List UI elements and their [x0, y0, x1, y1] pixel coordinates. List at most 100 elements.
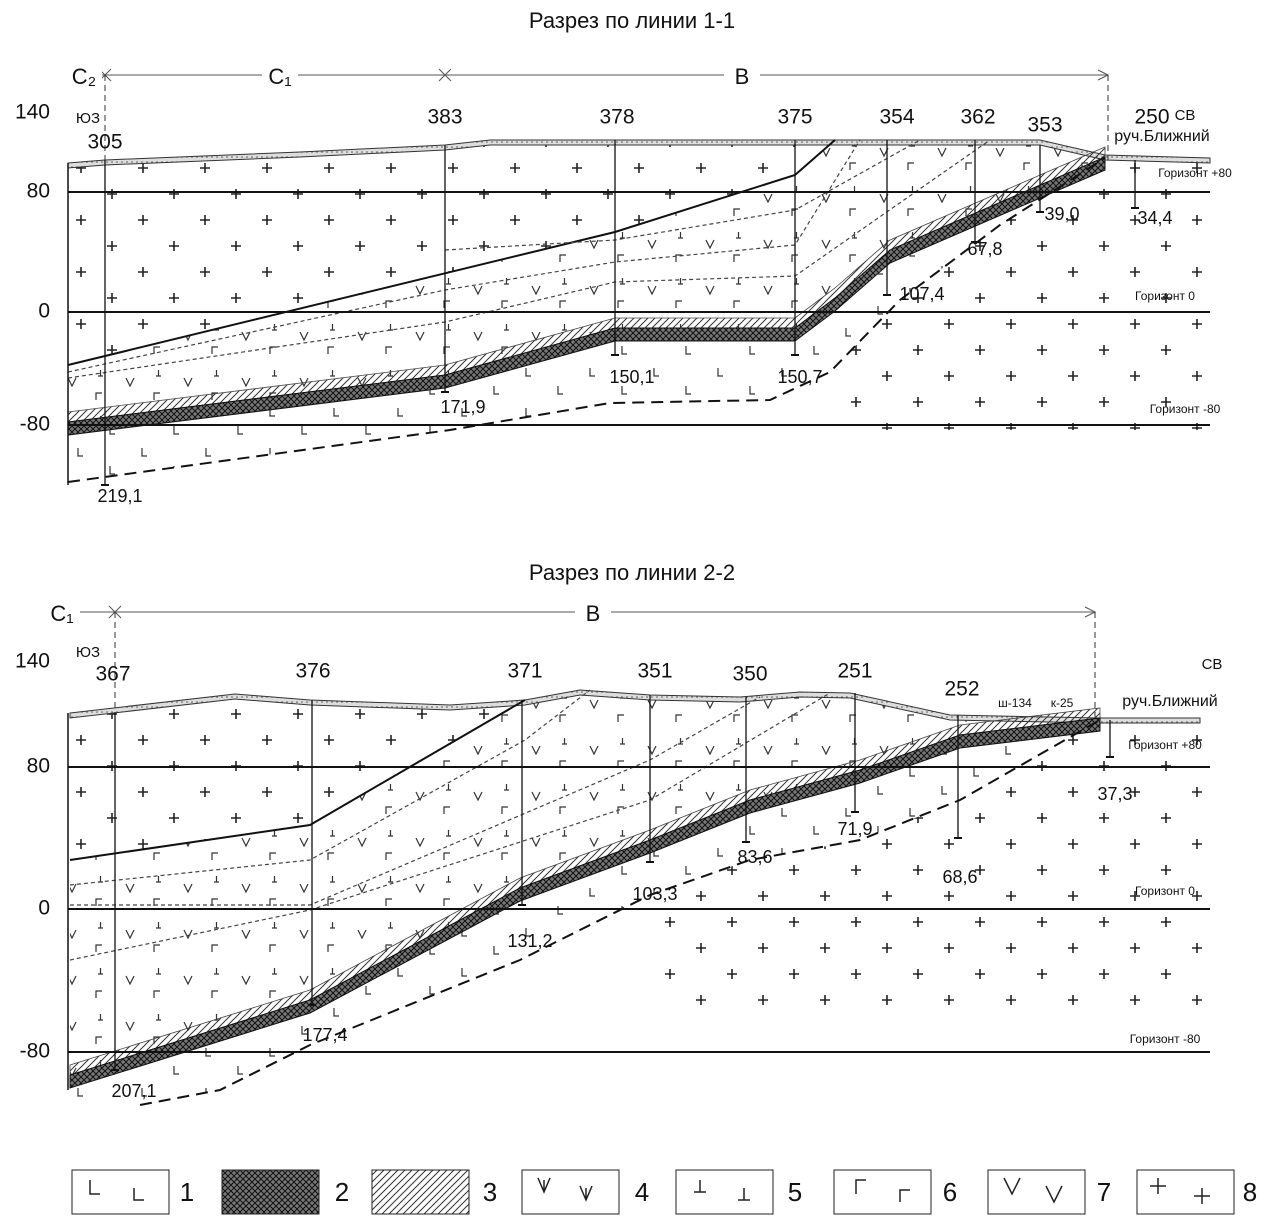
axis-label: 80: [27, 180, 50, 203]
horizon-label: Горизонт -80: [1150, 402, 1221, 416]
legend-box: [221, 1169, 320, 1215]
axis-label: -80: [20, 1040, 50, 1063]
well-depth: 37,3: [1097, 784, 1132, 804]
well-number: 362: [960, 106, 995, 129]
well-number: 351: [637, 660, 672, 683]
working-label: ш-134: [998, 696, 1032, 710]
well-number: 376: [295, 660, 330, 683]
zone-label: В: [586, 601, 601, 626]
well-depth: 150,1: [609, 367, 654, 387]
zone-label-bg: [724, 61, 760, 89]
zone-label: C₁: [268, 64, 291, 89]
volcanic-region: [70, 690, 1100, 1075]
section: 140 80 Горизонт +80 0 Горизонт 0 -80 Горизонт …: [15, 8, 1232, 506]
axis-label: 140: [15, 101, 50, 124]
well-number: 378: [599, 106, 634, 129]
legend-box: [833, 1169, 932, 1215]
well-number: 383: [427, 106, 462, 129]
legend-box: [675, 1169, 774, 1215]
legend-box: [521, 1169, 620, 1215]
well-depth: 219,1: [97, 486, 142, 506]
well-depth: 177,4: [302, 1025, 347, 1045]
volcanic-region: [68, 140, 1105, 422]
horizon-label: Горизонт 0: [1135, 884, 1195, 898]
well-number: 251: [837, 660, 872, 683]
legend-symbol: [537, 1177, 593, 1202]
legend-symbol: [1003, 1177, 1063, 1204]
legend-number: 8: [1243, 1177, 1257, 1207]
stream-label: руч.Ближний: [1122, 693, 1218, 710]
direction-label: СВ: [1202, 656, 1223, 673]
legend-number: 3: [483, 1177, 497, 1207]
well-depth: 103,3: [632, 884, 677, 904]
contact-line: [69, 699, 526, 861]
legend-number: 6: [943, 1177, 957, 1207]
granite-region: [650, 720, 1210, 1010]
section-title: Разрез по линии 2-2: [529, 560, 735, 585]
legend-symbol: [855, 1179, 910, 1202]
zone-label: В: [735, 64, 750, 89]
well-number: 252: [944, 678, 979, 701]
inner-contact: [70, 696, 761, 906]
ore-body: [69, 717, 1101, 1089]
inner-contact: [69, 689, 591, 886]
working-label: к-25: [1051, 696, 1074, 710]
zone-label-bg: [66, 61, 102, 89]
well-number: 371: [507, 660, 542, 683]
zone-tick: [438, 68, 452, 82]
well-number: 367: [95, 663, 130, 686]
horizon-label: Горизонт 0: [1135, 289, 1195, 303]
well-number: 353: [1027, 114, 1062, 137]
well-number: 354: [879, 106, 914, 129]
zone-label-bg: [575, 598, 611, 626]
well-depth: 34,4: [1137, 208, 1172, 228]
legend-symbol: [89, 1180, 144, 1201]
zone-label: C₂: [72, 64, 96, 89]
inner-contact: [444, 139, 921, 251]
granite-region: [70, 694, 525, 860]
horizon-label: Горизонт +80: [1158, 166, 1232, 180]
legend-symbol: [1150, 1178, 1210, 1204]
legend-number: 7: [1097, 1177, 1111, 1207]
legend-number: 2: [335, 1177, 349, 1207]
axis-label: 0: [38, 897, 50, 920]
zone-label-bg: [262, 61, 298, 89]
axis-label: 80: [27, 755, 50, 778]
well-number: 350: [732, 663, 767, 686]
contact-line: [67, 139, 836, 366]
legend-box: [1136, 1169, 1235, 1215]
section: 140 80 Горизонт +80 0 Горизонт 0 -80 Горизонт …: [15, 560, 1223, 1106]
direction-label: ЮЗ: [76, 644, 100, 661]
legend: 1 2 3 4 5 6 7 8: [71, 1169, 1257, 1215]
granite-region: [68, 140, 835, 365]
fault-line: [67, 157, 1106, 483]
well-depth: 83,6: [737, 847, 772, 867]
lower-region: [70, 718, 1100, 1105]
well-depth: 67,8: [967, 239, 1002, 259]
horizon-label: Горизонт -80: [1130, 1032, 1201, 1046]
granite-region: [830, 158, 1210, 430]
fault-line: [139, 719, 1101, 1106]
well-depth: 207,1: [111, 1081, 156, 1101]
inner-contact: [67, 139, 861, 373]
legend-number: 1: [180, 1177, 194, 1207]
zone-label: C₁: [50, 601, 73, 626]
axis-label: -80: [20, 413, 50, 436]
sections: 140 80 Горизонт +80 0 Горизонт 0 -80 Горизонт …: [15, 8, 1232, 1106]
legend-number: 5: [788, 1177, 802, 1207]
well-depth: 39,0: [1044, 204, 1079, 224]
ore-body: [67, 156, 1106, 436]
well-depth: 68,6: [942, 867, 977, 887]
well-depth: 150,7: [777, 367, 822, 387]
zone-label-bg: [44, 598, 80, 626]
stream-label: руч.Ближний: [1114, 128, 1210, 145]
legend-box: [71, 1169, 170, 1215]
legend-box: [371, 1169, 470, 1215]
legend-number: 4: [635, 1177, 649, 1207]
legend-box: [987, 1169, 1086, 1215]
direction-label: СВ: [1175, 107, 1196, 124]
direction-label: ЮЗ: [76, 110, 100, 127]
well-number: 250: [1134, 106, 1169, 129]
